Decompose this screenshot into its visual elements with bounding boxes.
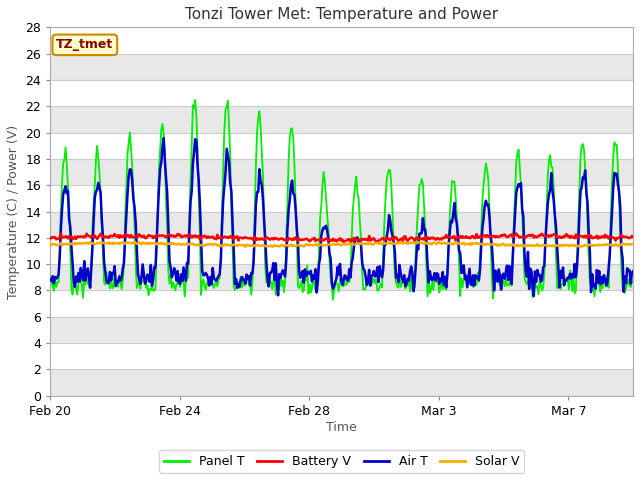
Bar	[51, 159, 633, 185]
Title: Tonzi Tower Met: Temperature and Power: Tonzi Tower Met: Temperature and Power	[185, 7, 499, 22]
Bar	[51, 54, 633, 80]
Text: TZ_tmet: TZ_tmet	[56, 38, 113, 51]
Bar	[51, 317, 633, 343]
X-axis label: Time: Time	[326, 420, 357, 433]
Y-axis label: Temperature (C) / Power (V): Temperature (C) / Power (V)	[7, 124, 20, 299]
Bar	[51, 370, 633, 396]
Legend: Panel T, Battery V, Air T, Solar V: Panel T, Battery V, Air T, Solar V	[159, 450, 524, 473]
Bar	[51, 264, 633, 290]
Bar	[51, 106, 633, 132]
Bar	[51, 212, 633, 238]
